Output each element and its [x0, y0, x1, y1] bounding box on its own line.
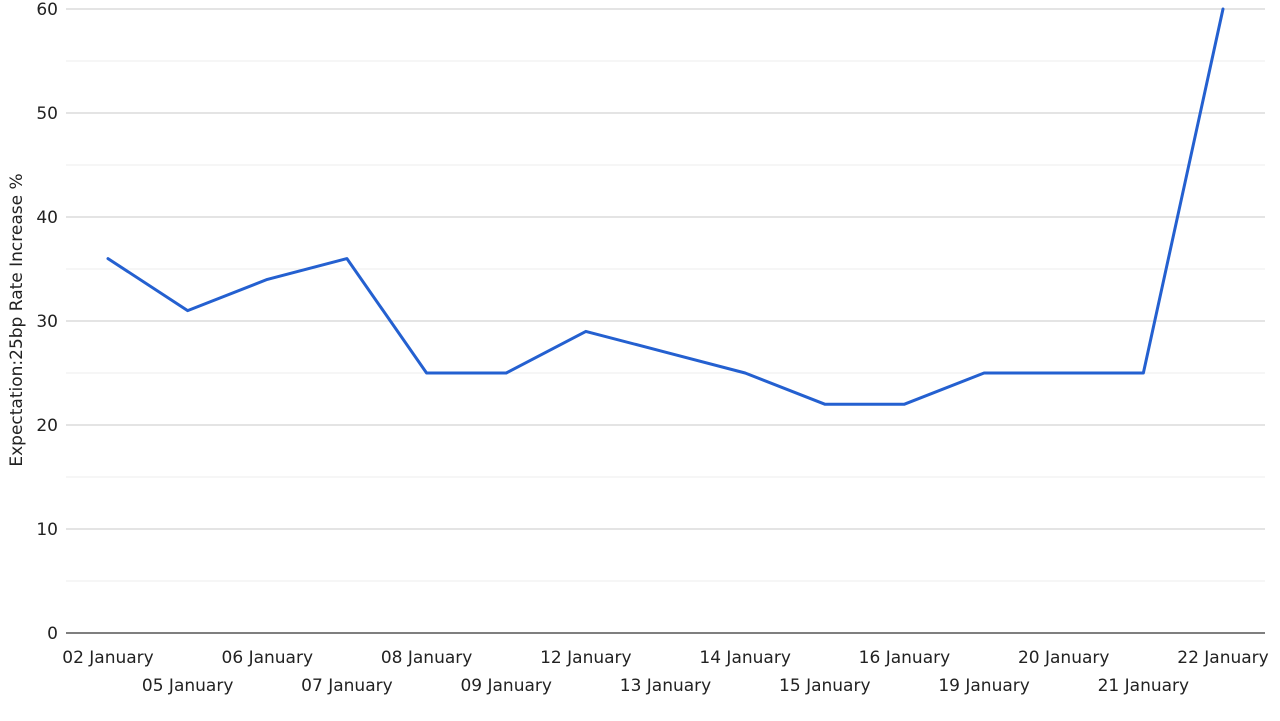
y-tick-label: 60 — [36, 0, 58, 20]
x-tick-label: 22 January — [1177, 648, 1268, 668]
y-tick-label: 20 — [36, 416, 58, 436]
series-lines — [106, 7, 1225, 406]
x-tick-label: 14 January — [699, 648, 790, 668]
x-tick-label: 15 January — [779, 676, 870, 696]
gridlines — [66, 8, 1265, 582]
y-axis-title: Expectation:25bp Rate Increase % — [7, 173, 27, 466]
x-tick-label: 09 January — [460, 676, 551, 696]
x-tick-label: 21 January — [1098, 676, 1189, 696]
y-tick-label: 30 — [36, 312, 58, 332]
x-tick-label: 20 January — [1018, 648, 1109, 668]
x-tick-label: 02 January — [62, 648, 153, 668]
y-tick-label: 40 — [36, 208, 58, 228]
y-tick-label: 0 — [47, 624, 58, 644]
x-tick-label: 07 January — [301, 676, 392, 696]
x-tick-label: 06 January — [222, 648, 313, 668]
x-tick-label: 12 January — [540, 648, 631, 668]
y-tick-label: 50 — [36, 104, 58, 124]
x-tick-label: 16 January — [859, 648, 950, 668]
x-tick-label: 08 January — [381, 648, 472, 668]
y-tick-label: 10 — [36, 520, 58, 540]
x-axis-tick-labels: 02 January 05 January 06 January 07 January… — [62, 648, 1268, 696]
x-tick-label: 19 January — [938, 676, 1029, 696]
y-axis-tick-labels: 0 10 20 30 40 50 60 — [36, 0, 58, 644]
series-line — [106, 7, 1225, 406]
x-tick-label: 05 January — [142, 676, 233, 696]
x-tick-label: 13 January — [620, 676, 711, 696]
